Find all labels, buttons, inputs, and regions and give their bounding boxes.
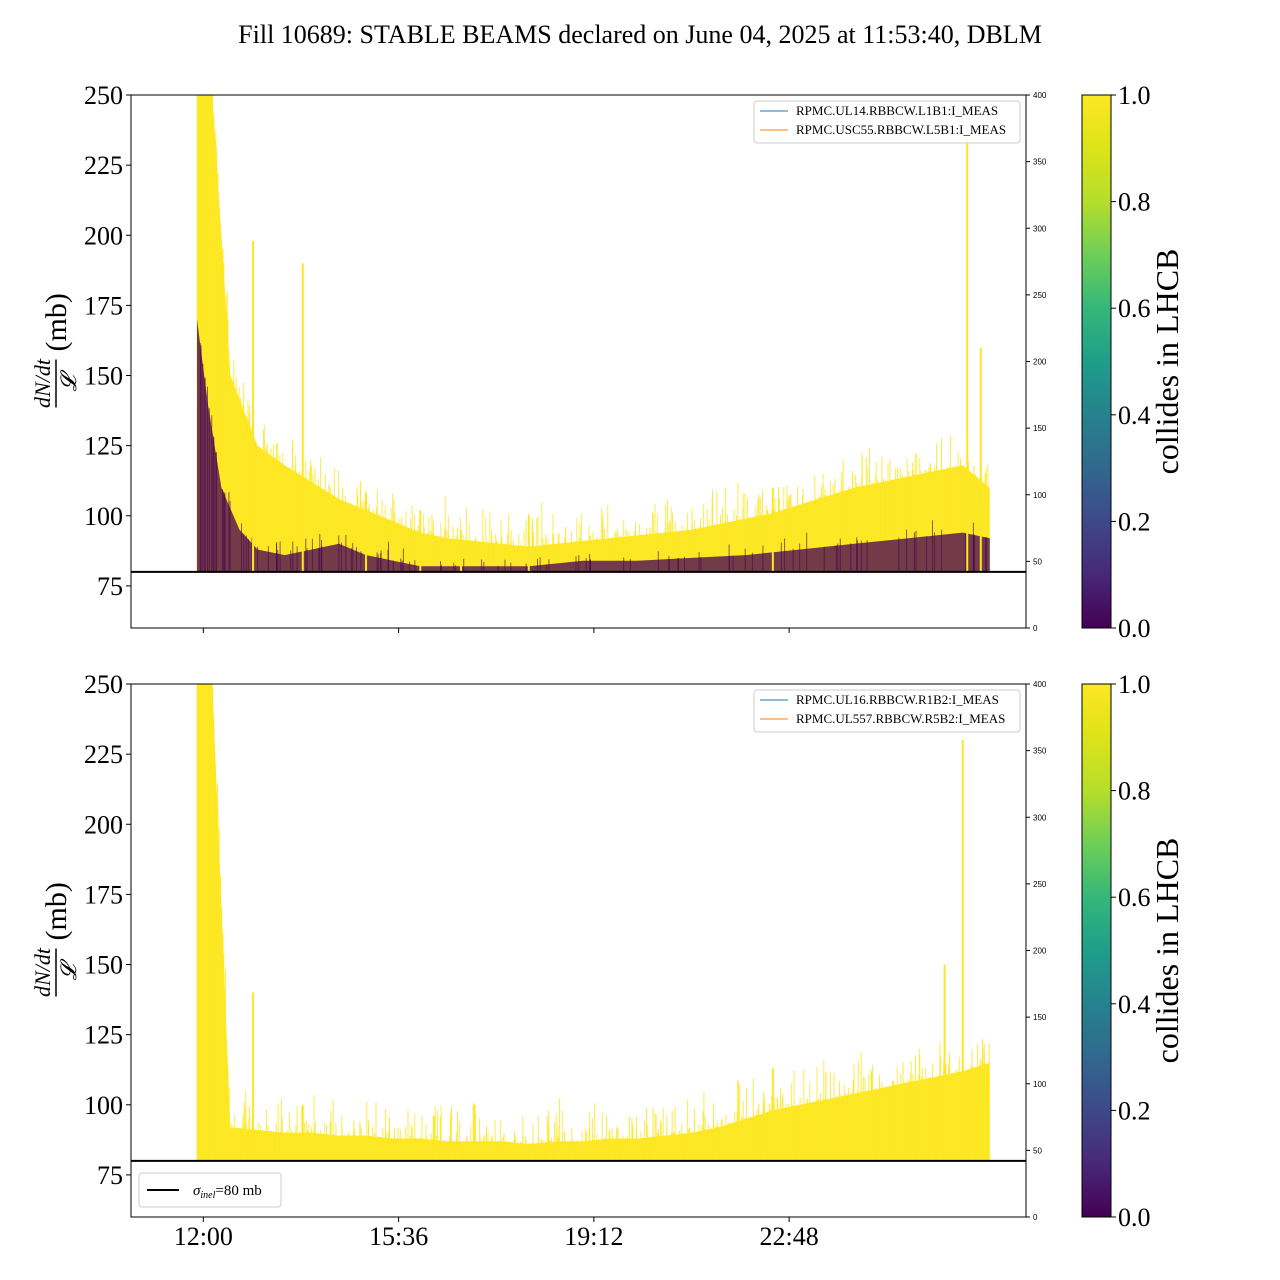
colorbar-tick-label: 0.4 xyxy=(1118,990,1151,1019)
colorbar-tick-label: 0.8 xyxy=(1118,188,1151,217)
y-tick-label: 175 xyxy=(84,291,123,320)
secondary-y-tick-label: 50 xyxy=(1033,1146,1042,1155)
colorbar-tick-label: 0.0 xyxy=(1118,614,1151,643)
x-tick-label: 22:48 xyxy=(760,1222,819,1251)
x-tick-label: 15:36 xyxy=(369,1222,428,1251)
svg-text:σinel=80 mb: σinel=80 mb xyxy=(193,1183,262,1201)
legend-entry: RPMC.UL14.RBBCW.L1B1:I_MEAS xyxy=(796,103,998,118)
top-panel: 75 100 125 150 175 200 225 250 0 50 100 150 200 250 30… xyxy=(30,81,1185,643)
colorbar-tick-label: 0.8 xyxy=(1118,777,1151,806)
secondary-y-tick-label: 250 xyxy=(1033,880,1047,889)
secondary-y-tick-label: 150 xyxy=(1033,1013,1047,1022)
secondary-y-tick-label: 300 xyxy=(1033,224,1047,233)
colorbar-tick-label: 1.0 xyxy=(1118,81,1151,110)
secondary-y-tick-label: 350 xyxy=(1033,747,1047,756)
y-tick-label: 250 xyxy=(84,81,123,110)
secondary-y-tick-label: 200 xyxy=(1033,358,1047,367)
colorbar-tick-label: 0.6 xyxy=(1118,294,1151,323)
colorbar-label: collides in LHCB xyxy=(1149,838,1185,1064)
secondary-y-tick-label: 50 xyxy=(1033,557,1042,566)
y-tick-label: 175 xyxy=(84,880,123,909)
y-tick-label: 250 xyxy=(84,670,123,699)
y-tick-label: 225 xyxy=(84,151,123,180)
y-axis-label: dN/dt 𝓛 (mb) xyxy=(30,293,81,408)
svg-text:𝓛: 𝓛 xyxy=(56,959,81,981)
x-tick-label: 12:00 xyxy=(174,1222,233,1251)
y-tick-label: 125 xyxy=(84,1021,123,1050)
legend-entry: RPMC.USC55.RBBCW.L5B1:I_MEAS xyxy=(796,122,1006,137)
secondary-y-tick-label: 250 xyxy=(1033,291,1047,300)
legend-entry: RPMC.UL557.RBBCW.R5B2:I_MEAS xyxy=(796,711,1005,726)
y-axis-label: dN/dt 𝓛 (mb) xyxy=(30,882,81,997)
svg-text:dN/dt: dN/dt xyxy=(30,358,55,408)
svg-text:(mb): (mb) xyxy=(40,882,73,940)
colorbar-tick-label: 0.6 xyxy=(1118,883,1151,912)
reference-legend: σinel=80 mb xyxy=(138,1172,282,1208)
svg-text:(mb): (mb) xyxy=(40,293,73,351)
y-tick-label: 100 xyxy=(84,1091,123,1120)
colorbar-tick-label: 0.4 xyxy=(1118,401,1151,430)
secondary-y-tick-label: 400 xyxy=(1033,91,1047,100)
y-tick-label: 150 xyxy=(84,951,123,980)
y-tick-label: 100 xyxy=(84,502,123,531)
y-tick-label: 125 xyxy=(84,432,123,461)
svg-text:dN/dt: dN/dt xyxy=(30,947,55,997)
page-title: Fill 10689: STABLE BEAMS declared on Jun… xyxy=(238,20,1042,49)
secondary-y-tick-label: 300 xyxy=(1033,813,1047,822)
y-tick-label: 150 xyxy=(84,362,123,391)
legend: RPMC.UL14.RBBCW.L1B1:I_MEAS RPMC.USC55.RB… xyxy=(753,100,1021,144)
bottom-panel: 75 100 125 150 175 200 225 250 0 50 100 150 200 250 30… xyxy=(30,670,1185,1251)
y-tick-label: 225 xyxy=(84,740,123,769)
secondary-y-tick-label: 400 xyxy=(1033,680,1047,689)
y-tick-label: 200 xyxy=(84,221,123,250)
colorbar-tick-label: 0.2 xyxy=(1118,1096,1151,1125)
legend-entry: RPMC.UL16.RBBCW.R1B2:I_MEAS xyxy=(796,692,999,707)
secondary-y-tick-label: 100 xyxy=(1033,1080,1047,1089)
colorbar xyxy=(1081,94,1112,629)
secondary-y-tick-label: 200 xyxy=(1033,947,1047,956)
svg-text:𝓛: 𝓛 xyxy=(56,370,81,392)
y-tick-label: 75 xyxy=(97,1161,123,1190)
secondary-y-tick-label: 150 xyxy=(1033,424,1047,433)
y-tick-label: 200 xyxy=(84,810,123,839)
colorbar-label: collides in LHCB xyxy=(1149,249,1185,475)
colorbar-tick-label: 0.2 xyxy=(1118,507,1151,536)
colorbar xyxy=(1081,683,1112,1218)
y-tick-label: 75 xyxy=(97,572,123,601)
x-tick-label: 19:12 xyxy=(564,1222,623,1251)
secondary-y-tick-label: 0 xyxy=(1033,1213,1038,1222)
colorbar-tick-label: 1.0 xyxy=(1118,670,1151,699)
series-area-1 xyxy=(196,319,990,572)
series-area-0 xyxy=(196,95,990,572)
secondary-y-tick-label: 0 xyxy=(1033,624,1038,633)
legend: RPMC.UL16.RBBCW.R1B2:I_MEAS RPMC.UL557.RB… xyxy=(753,689,1021,733)
secondary-y-tick-label: 350 xyxy=(1033,158,1047,167)
colorbar-tick-label: 0.0 xyxy=(1118,1203,1151,1232)
secondary-y-tick-label: 100 xyxy=(1033,491,1047,500)
